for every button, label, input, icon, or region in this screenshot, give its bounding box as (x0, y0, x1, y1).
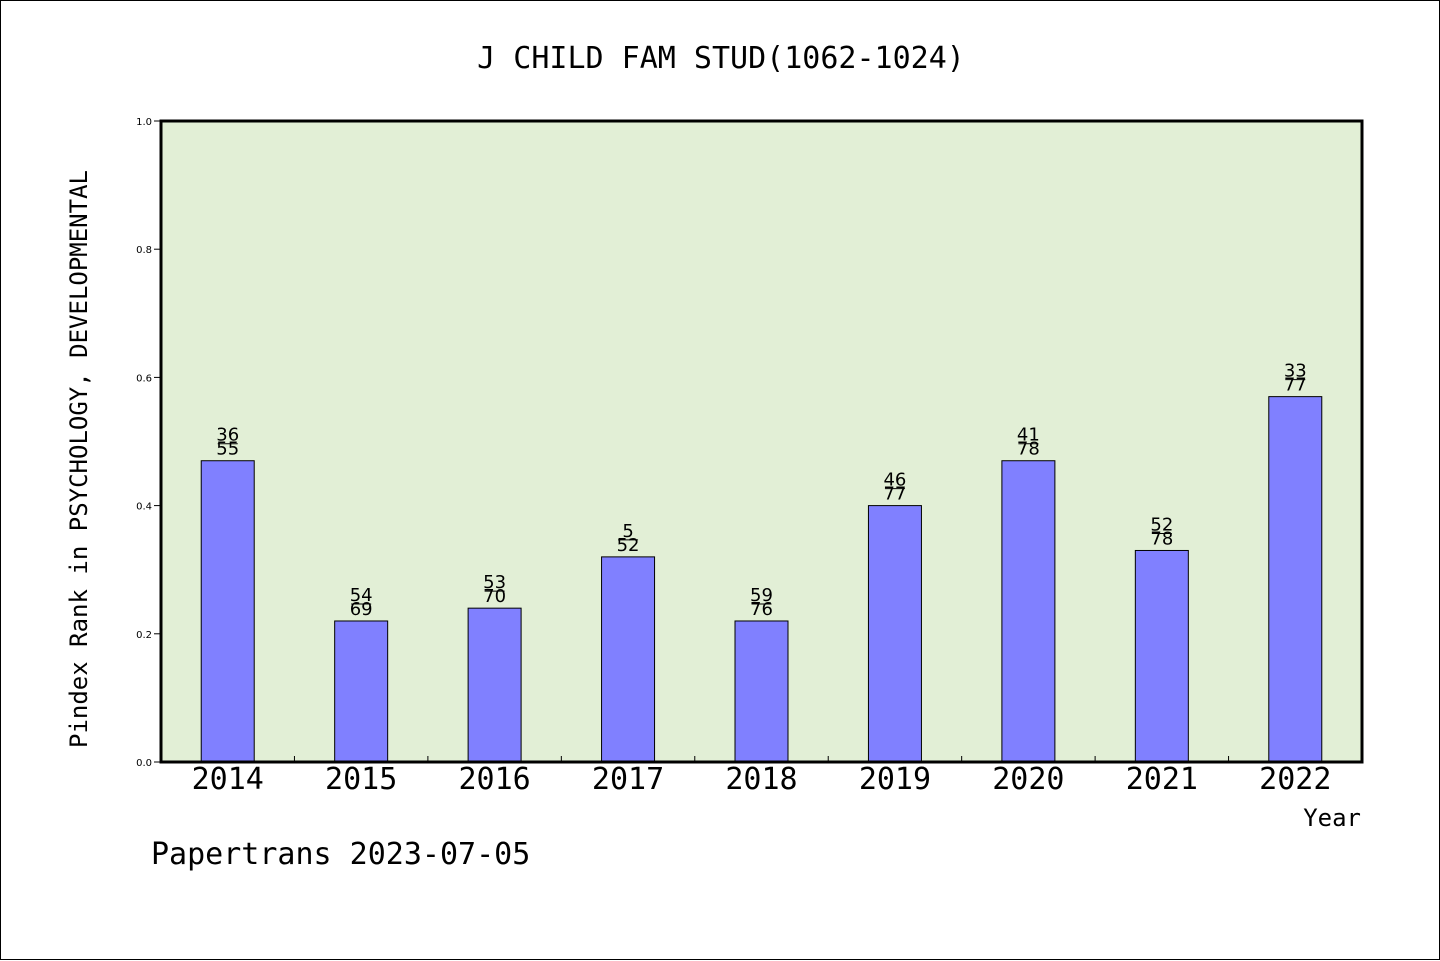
plot-border (159, 119, 1364, 764)
bar-rank-label: 33 (1284, 361, 1307, 382)
bar-rank-label: 41 (1017, 425, 1040, 446)
x-tick-label: 2020 (992, 762, 1064, 797)
bar-total-label: 70 (483, 586, 506, 607)
bar (601, 556, 656, 763)
bar (867, 505, 922, 763)
y-tick-label: 0.0 (136, 758, 152, 769)
bar (1134, 549, 1189, 763)
bar-rank-label: 53 (483, 572, 506, 593)
x-tick-label: 2014 (192, 762, 264, 797)
bar (200, 460, 255, 763)
bar (1001, 460, 1056, 763)
y-axis-ticks: 0.0 0.2 0.4 0.6 0.8 1.0 (136, 117, 161, 769)
chart-title: J CHILD FAM STUD(1062-1024) (477, 41, 965, 76)
bar-rank-label: 52 (1150, 514, 1173, 535)
bar-rank-label: 5 (622, 521, 633, 542)
x-axis-label: Year (1303, 804, 1361, 832)
x-tick-label: 2022 (1259, 762, 1331, 797)
bar-total-label: 52 (617, 535, 640, 556)
bar-rank-label: 36 (216, 425, 239, 446)
bar-total-label: 78 (1150, 528, 1173, 549)
x-tick-label: 2019 (859, 762, 931, 797)
bar (1268, 396, 1323, 763)
y-tick-label: 0.6 (136, 373, 152, 384)
x-tick-label: 2018 (725, 762, 797, 797)
x-axis-ticks: 2014 2015 2016 2017 2018 2019 2020 2021 2022 (192, 756, 1331, 797)
bar (334, 620, 389, 763)
bar-rank-label: 46 (883, 470, 906, 491)
bar-total-label: 69 (350, 599, 373, 620)
bar (467, 607, 522, 763)
x-tick-label: 2015 (325, 762, 397, 797)
y-axis-label: Pindex Rank in PSYCHOLOGY, DEVELOPMENTAL (65, 170, 93, 748)
bar (734, 620, 789, 763)
bar-total-label: 76 (750, 599, 773, 620)
bar-rank-label: 54 (350, 585, 373, 606)
x-tick-label: 2017 (592, 762, 664, 797)
bar-total-label: 77 (1284, 375, 1307, 396)
y-tick-label: 0.4 (136, 502, 152, 513)
bar-rank-label: 59 (750, 585, 773, 606)
footer-text: Papertrans 2023-07-05 (151, 837, 530, 872)
y-tick-label: 0.2 (136, 630, 152, 641)
bar-total-label: 78 (1017, 439, 1040, 460)
y-tick-label: 1.0 (136, 117, 152, 128)
y-tick-label: 0.8 (136, 245, 152, 256)
bar-total-label: 55 (216, 439, 239, 460)
x-tick-label: 2021 (1126, 762, 1198, 797)
x-tick-label: 2016 (458, 762, 530, 797)
bar-total-label: 77 (883, 484, 906, 505)
